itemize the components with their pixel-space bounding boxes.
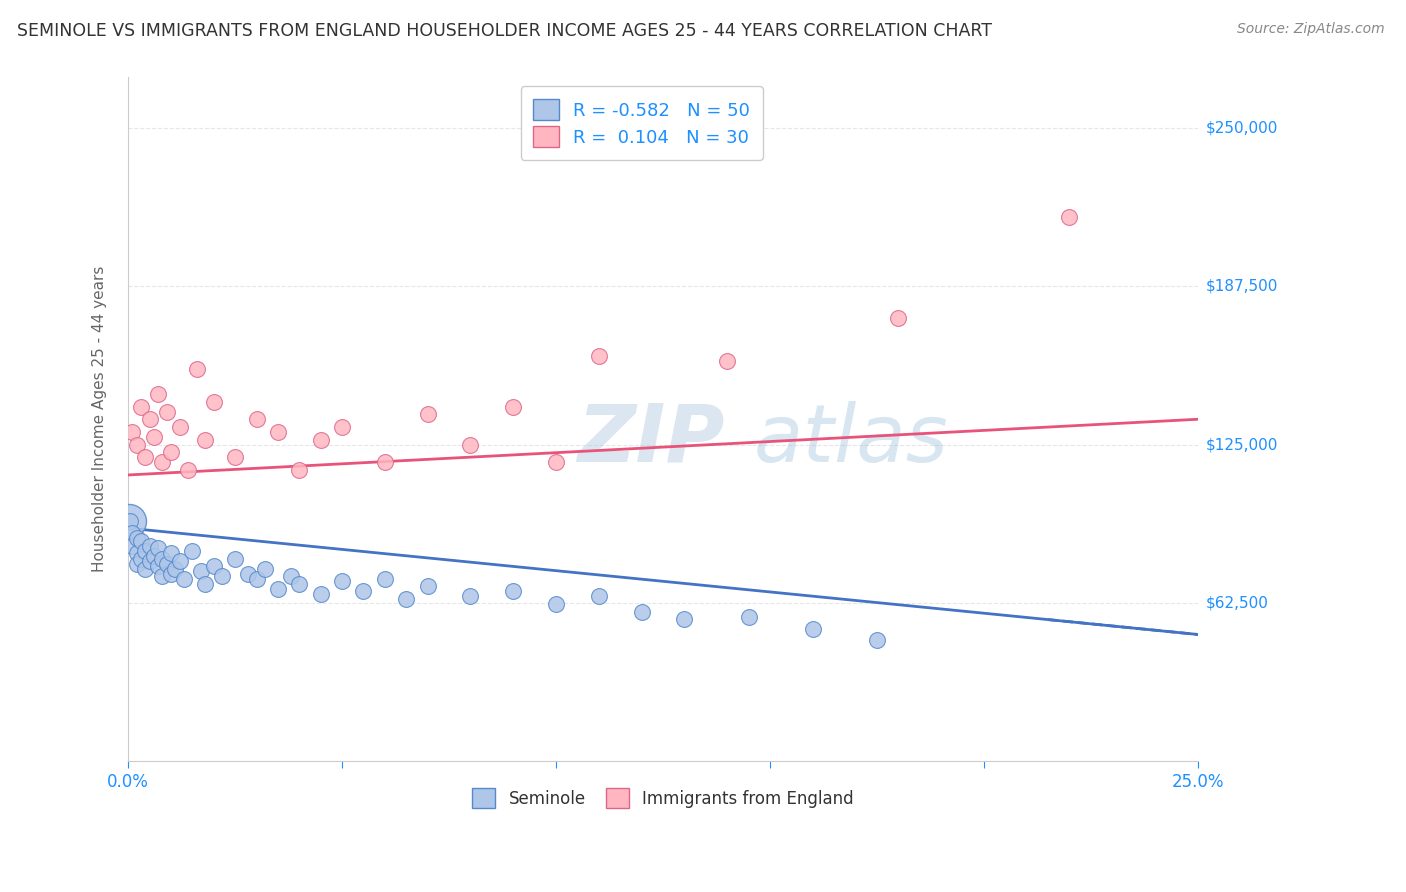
Point: [160, 445, 183, 459]
Point: [146, 387, 169, 401]
Point: [395, 592, 418, 607]
Point: [887, 310, 910, 325]
Point: [202, 394, 225, 409]
Point: [630, 605, 652, 619]
Point: [588, 590, 610, 604]
Point: [202, 559, 225, 574]
Point: [330, 420, 353, 434]
Point: [177, 463, 200, 477]
Point: [165, 561, 187, 575]
Text: $187,500: $187,500: [1206, 279, 1278, 293]
Point: [236, 566, 259, 581]
Point: [194, 433, 217, 447]
Point: [160, 546, 183, 560]
Point: [169, 554, 191, 568]
Point: [142, 549, 165, 563]
Point: [866, 632, 889, 647]
Point: [146, 541, 169, 556]
Point: [673, 612, 696, 626]
Point: [194, 577, 217, 591]
Text: atlas: atlas: [754, 401, 949, 479]
Text: $125,000: $125,000: [1206, 437, 1278, 452]
Point: [267, 582, 290, 596]
Text: $62,500: $62,500: [1206, 595, 1270, 610]
Point: [125, 531, 148, 545]
Point: [309, 587, 332, 601]
Point: [309, 433, 332, 447]
Point: [125, 546, 148, 560]
Point: [129, 551, 152, 566]
Point: [121, 526, 143, 541]
Point: [211, 569, 233, 583]
Point: [120, 514, 142, 528]
Point: [121, 425, 143, 439]
Point: [224, 551, 246, 566]
Point: [156, 405, 179, 419]
Text: $250,000: $250,000: [1206, 120, 1278, 136]
Point: [186, 361, 208, 376]
Point: [160, 566, 183, 581]
Point: [588, 349, 610, 363]
Point: [245, 412, 267, 426]
Point: [288, 463, 311, 477]
Point: [716, 354, 738, 368]
Point: [254, 561, 277, 575]
Point: [117, 514, 139, 528]
Point: [169, 420, 191, 434]
Point: [544, 455, 567, 469]
Point: [129, 533, 152, 548]
Point: [374, 572, 396, 586]
Point: [416, 407, 439, 421]
Point: [460, 437, 482, 451]
Text: Source: ZipAtlas.com: Source: ZipAtlas.com: [1237, 22, 1385, 37]
Point: [544, 597, 567, 611]
Point: [150, 551, 173, 566]
Point: [288, 577, 311, 591]
Point: [138, 554, 160, 568]
Point: [502, 400, 524, 414]
Point: [134, 450, 156, 465]
Point: [134, 561, 156, 575]
Point: [138, 412, 160, 426]
Point: [125, 437, 148, 451]
Point: [146, 559, 169, 574]
Point: [224, 450, 246, 465]
Point: [156, 557, 179, 571]
Point: [330, 574, 353, 589]
Legend: Seminole, Immigrants from England: Seminole, Immigrants from England: [465, 781, 860, 814]
Point: [280, 569, 302, 583]
Point: [134, 544, 156, 558]
Point: [460, 590, 482, 604]
Point: [374, 455, 396, 469]
Point: [173, 572, 195, 586]
Point: [245, 572, 267, 586]
Text: SEMINOLE VS IMMIGRANTS FROM ENGLAND HOUSEHOLDER INCOME AGES 25 - 44 YEARS CORREL: SEMINOLE VS IMMIGRANTS FROM ENGLAND HOUS…: [17, 22, 991, 40]
Point: [353, 584, 375, 599]
Point: [138, 539, 160, 553]
Point: [190, 564, 212, 578]
Point: [801, 623, 824, 637]
Point: [150, 569, 173, 583]
Point: [121, 539, 143, 553]
Point: [181, 544, 204, 558]
Point: [737, 609, 759, 624]
Point: [125, 557, 148, 571]
Point: [416, 579, 439, 593]
Point: [1059, 210, 1081, 224]
Point: [150, 455, 173, 469]
Text: ZIP: ZIP: [578, 401, 724, 479]
Point: [267, 425, 290, 439]
Point: [129, 400, 152, 414]
Point: [142, 430, 165, 444]
Y-axis label: Householder Income Ages 25 - 44 years: Householder Income Ages 25 - 44 years: [93, 266, 107, 573]
Point: [502, 584, 524, 599]
